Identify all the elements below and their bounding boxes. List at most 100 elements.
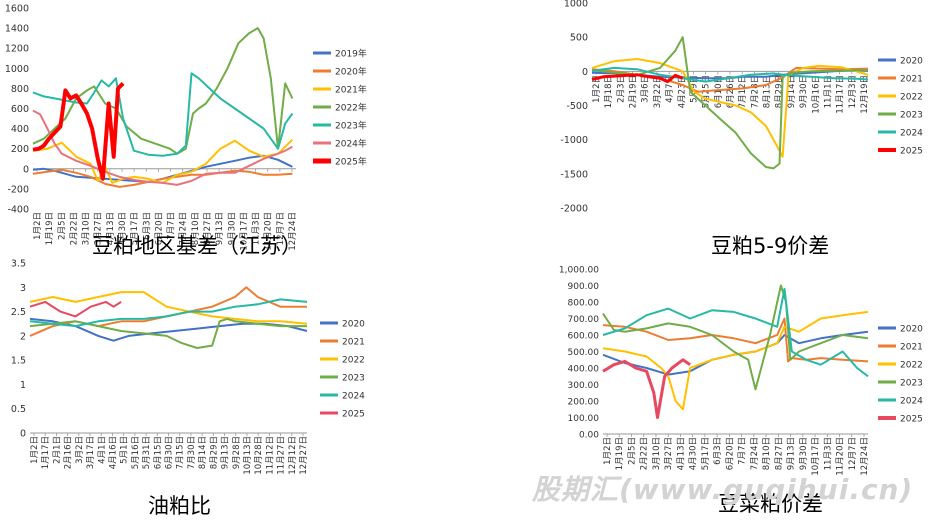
- x-tick-label: 8月27日: [203, 212, 213, 245]
- chart-panel-spread-59: -2000 -1500 -1000 -500 0 500 1000 1月2日 1月18日 2月3日…: [550, 0, 932, 225]
- x-tick-label: 9月30日: [799, 75, 809, 108]
- x-tick-label: 7月30日: [187, 436, 197, 469]
- legend-label: 2024: [900, 129, 923, 139]
- x-tick-label: 8月27日: [774, 437, 784, 470]
- series-line-2022年: [32, 27, 294, 155]
- soy-rape-spread-chart: 0.00 100.00 200.00 300.00 400.00 500.00 600.00…: [559, 266, 923, 476]
- series-line-2020年: [32, 168, 293, 188]
- y-tick-label: 400: [11, 124, 29, 135]
- y-tick-label: 200.00: [568, 398, 600, 408]
- x-tick-label: 1月18日: [604, 75, 614, 108]
- y-tick-label: 600: [11, 104, 29, 115]
- y-tick-label: 1.5: [11, 356, 26, 367]
- x-tick-label: 5月16日: [131, 436, 141, 469]
- y-tick-label: -2000: [560, 204, 588, 215]
- legend-label: 2020: [900, 325, 923, 335]
- x-tick-label: 2月16日: [64, 436, 74, 469]
- y-tick-label: 3: [20, 283, 26, 294]
- legend-label: 2023年: [335, 120, 367, 132]
- x-tick-label: 1月2日: [33, 212, 43, 240]
- y-tick-label: 100.00: [568, 414, 600, 424]
- x-tick-label: 8月10日: [191, 212, 201, 245]
- x-tick-label: 2月3日: [616, 75, 626, 103]
- caption-oil-meal-ratio: 油粕比: [148, 494, 211, 518]
- x-tick-label: 12月19日: [860, 75, 870, 114]
- x-tick-label: 10月16日: [811, 75, 821, 114]
- legend-label: 2025: [900, 147, 923, 157]
- x-tick-label: 3月27日: [94, 212, 104, 245]
- x-tick-label: 6月15日: [153, 436, 163, 469]
- x-tick-label: 4月23日: [677, 75, 687, 108]
- x-tick-label: 2月5日: [627, 437, 637, 465]
- y-tick-label: 0.5: [11, 404, 26, 415]
- y-tick-label: 200: [11, 144, 29, 155]
- y-tick-label: 500: [570, 33, 588, 44]
- caption-spread-59: 豆粕5-9价差: [711, 234, 830, 258]
- series-line-2024: [602, 287, 869, 378]
- x-tick-label: 8月29日: [775, 75, 785, 108]
- x-tick-label: 9月13日: [787, 437, 797, 470]
- series-line-2025年: [32, 81, 125, 181]
- basis-chart: -400 -200 0 200 400 600 800 1000 1200 1400 1600 1月2…: [5, 4, 367, 251]
- caption-basis: 豆粕地区基差（江苏）: [92, 234, 302, 258]
- x-tick-label: 1月17日: [41, 436, 51, 469]
- x-tick-label: 12月24日: [860, 437, 870, 476]
- series-line-2025: [602, 358, 691, 419]
- legend-label: 2024: [342, 392, 365, 402]
- x-tick-label: 7月24日: [750, 437, 760, 470]
- series-line-2024年: [32, 109, 293, 186]
- y-tick-label: 1000: [5, 64, 29, 75]
- x-tick-label: 8月10日: [762, 437, 772, 470]
- x-tick-label: 5月9日: [689, 75, 699, 103]
- y-tick-label: 500.00: [568, 348, 600, 358]
- x-tick-label: 7月12日: [738, 75, 748, 108]
- y-tick-label: -200: [7, 184, 29, 195]
- y-tick-label: 400.00: [568, 365, 600, 375]
- x-tick-label: 3月2日: [75, 436, 85, 464]
- y-tick-label: 1200: [5, 44, 29, 55]
- chart-panel-oil-meal-ratio: 0 0.5 1 1.5 2 2.5 3 3.5 1月2日 1月17日 2月1日 2月16日 3月2日 3月…: [0, 258, 400, 488]
- x-tick-label: 11月17日: [836, 75, 846, 114]
- series-line-2021: [29, 286, 307, 337]
- x-tick-label: 5月17日: [701, 437, 711, 470]
- x-tick-label: 11月1日: [823, 75, 833, 108]
- legend-label: 2019年: [335, 48, 367, 60]
- x-tick-label: 5月17日: [130, 212, 140, 245]
- series-line-2024: [591, 66, 869, 83]
- x-tick-label: 7月28日: [750, 75, 760, 108]
- x-tick-label: 3月17日: [86, 436, 96, 469]
- legend-label: 2023: [342, 374, 365, 384]
- x-tick-label: 10月13日: [243, 436, 253, 475]
- x-tick-label: 3月6日: [641, 75, 651, 103]
- x-tick-label: 6月30日: [165, 436, 175, 469]
- watermark: 股期汇(www.guqihui.cn): [532, 473, 914, 506]
- y-tick-label: 0: [582, 67, 588, 78]
- x-tick-label: 1月2日: [30, 436, 40, 464]
- legend-label: 2024年: [335, 138, 367, 150]
- x-tick-label: 3月22日: [653, 75, 663, 108]
- x-tick-label: 12月7日: [848, 437, 858, 470]
- y-tick-label: -500: [566, 101, 588, 112]
- x-tick-label: 12月24日: [288, 212, 298, 251]
- x-tick-label: 4月16日: [108, 436, 118, 469]
- x-tick-label: 4月13日: [676, 437, 686, 470]
- x-tick-label: 11月20日: [264, 212, 274, 251]
- series-line-2023年: [32, 72, 294, 157]
- x-tick-label: 9月30日: [227, 212, 237, 245]
- y-tick-label: 800.00: [568, 299, 600, 309]
- legend-label: 2023: [900, 379, 923, 389]
- x-tick-label: 12月7日: [276, 212, 286, 245]
- y-tick-label: -400: [7, 205, 29, 216]
- legend-label: 2022: [900, 93, 923, 103]
- legend-label: 2022年: [335, 102, 367, 114]
- y-tick-label: 3.5: [11, 259, 26, 270]
- x-tick-label: 4月1日: [97, 436, 107, 464]
- legend-label: 2022: [342, 356, 365, 366]
- x-tick-label: 6月10日: [714, 75, 724, 108]
- x-tick-label: 12月3日: [848, 75, 858, 108]
- x-tick-label: 9月30日: [799, 437, 809, 470]
- x-tick-label: 6月3日: [142, 212, 152, 240]
- legend-label: 2021: [342, 338, 365, 348]
- y-tick-label: 1600: [5, 4, 29, 15]
- y-tick-label: 1: [20, 380, 26, 391]
